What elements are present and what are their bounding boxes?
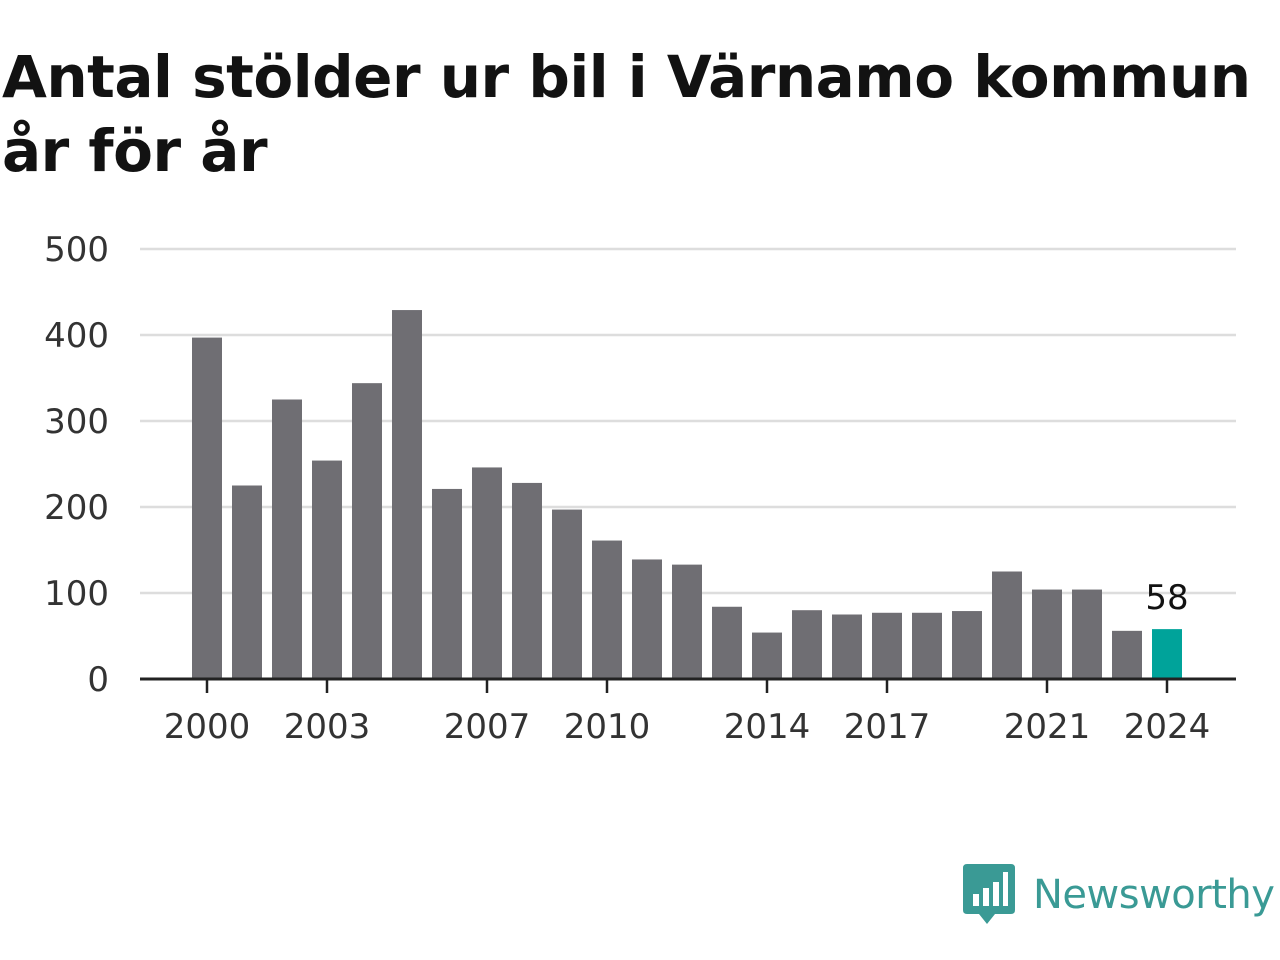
chart-title: Antal stölder ur bil i Värnamo kommun år… [2,43,1251,185]
bar-2014 [752,632,782,679]
bar-2010 [592,540,622,679]
x-tick-label: 2000 [164,707,251,747]
bar-2022 [1072,589,1102,679]
x-tick-label: 2017 [844,707,931,747]
y-tick-label: 0 [87,660,109,700]
bar-chart: 0 100 200 300 400 500 2000 2003 2007 2010 2014 201… [44,230,1236,747]
x-tick-label: 2024 [1124,707,1211,747]
y-tick-label: 200 [44,488,109,528]
x-axis-ticks: 2000 2003 2007 2010 2014 2017 2021 2024 [164,679,1211,747]
newsworthy-logo-icon [963,864,1015,924]
bar-2019 [952,611,982,679]
bar-2021 [1032,589,1062,679]
brand-name: Newsworthy [1033,872,1275,918]
bar-2024 [1152,629,1182,679]
highlight-value-label: 58 [1145,578,1188,618]
bar-2003 [312,460,342,679]
brand-logo: Newsworthy [963,862,1275,928]
bar-2017 [872,612,902,679]
bar-2012 [672,564,702,679]
bar-2023 [1112,630,1142,679]
y-tick-label: 100 [44,574,109,614]
y-tick-label: 500 [44,230,109,270]
x-tick-label: 2021 [1004,707,1091,747]
x-tick-label: 2014 [724,707,811,747]
bar-2016 [832,614,862,679]
x-tick-label: 2007 [444,707,531,747]
bar-2001 [232,485,262,679]
bar-2015 [792,610,822,679]
x-tick-label: 2010 [564,707,651,747]
grid-lines [140,247,1236,595]
bar-2002 [272,399,302,679]
bar-2018 [912,612,942,679]
bar-2000 [192,337,222,679]
bar-2013 [712,606,742,679]
bar-2007 [472,467,502,679]
y-tick-label: 300 [44,402,109,442]
bar-2008 [512,482,542,679]
bar-2009 [552,509,582,679]
bar-2020 [992,571,1022,679]
x-tick-label: 2003 [284,707,371,747]
y-tick-label: 400 [44,316,109,356]
bar-2011 [632,559,662,679]
bars [192,310,1182,679]
y-axis-tick-labels: 0 100 200 300 400 500 [44,230,109,700]
bar-2005 [392,310,422,679]
value-labels: 58 [1145,578,1188,618]
bar-2006 [432,488,462,679]
bar-2004 [352,383,382,679]
